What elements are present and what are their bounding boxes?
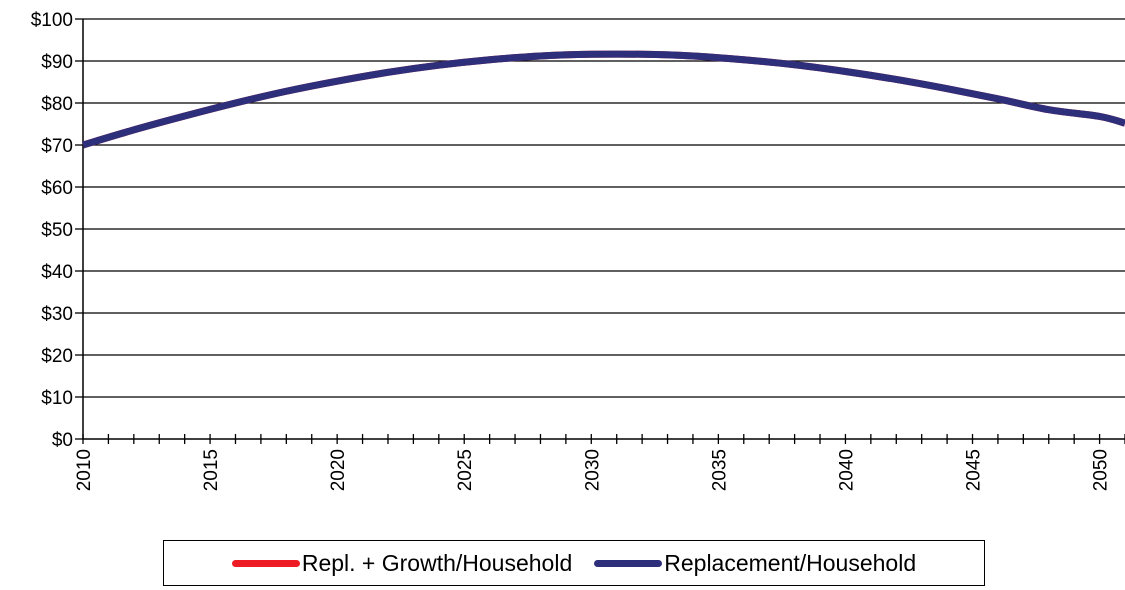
y-tick-label: $50: [41, 220, 73, 241]
legend-label-repl-growth: Repl. + Growth/Household: [301, 549, 573, 576]
x-tick-label: 2050: [1091, 449, 1112, 491]
y-tick-label: $20: [41, 346, 73, 367]
legend-swatch-repl-growth: [231, 559, 300, 567]
y-tick-label: $0: [52, 430, 73, 451]
x-ticks: [82, 434, 1125, 444]
legend-swatch-replacement: [594, 559, 663, 567]
x-tick-label: 2035: [709, 449, 730, 491]
x-tick-label: 2025: [455, 449, 476, 491]
x-tick-label: 2010: [74, 449, 95, 491]
y-tick-label: $10: [41, 388, 73, 409]
y-tick-label: $40: [41, 262, 73, 283]
series-lines: [82, 50, 1125, 149]
y-tick-label: $100: [31, 10, 73, 31]
y-tick-labels: $0 $10 $20 $30 $40 $50 $60 $70 $80 $90 $100: [31, 10, 73, 451]
axes: [82, 19, 1125, 440]
y-tick-label: $70: [41, 136, 73, 157]
x-tick-label: 2040: [836, 449, 857, 491]
y-tick-label: $60: [41, 178, 73, 199]
x-tick-label: 2020: [328, 449, 349, 491]
legend-label-replacement: Replacement/Household: [664, 549, 917, 576]
x-tick-labels: 2010 2015 2020 2025 2030 2035 2040 2045 2050: [74, 449, 1112, 491]
legend: Repl. + Growth/Household Replacement/Hou…: [163, 540, 985, 586]
line-chart: $0$10$20$30$40$50$60$70$80$90$100 2010 20…: [31, 10, 1125, 491]
legend-item-repl-growth: Repl. + Growth/Household: [231, 549, 573, 577]
y-tick-label: $90: [41, 52, 73, 73]
y-tick-label: $30: [41, 304, 73, 325]
x-tick-label: 2015: [201, 449, 222, 491]
y-tick-label: $80: [41, 94, 73, 115]
series-line-1: [82, 50, 1125, 149]
x-tick-label: 2045: [964, 449, 985, 491]
legend-item-replacement: Replacement/Household: [594, 550, 916, 577]
x-tick-label: 2030: [582, 449, 603, 491]
gridlines: [75, 18, 1125, 440]
